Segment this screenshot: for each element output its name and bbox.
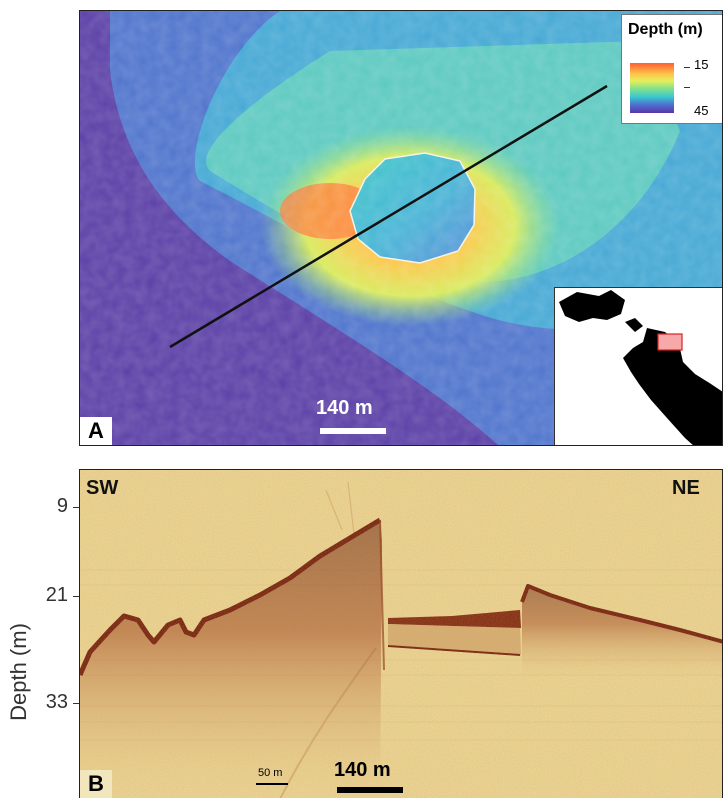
y-tick-mark <box>73 596 79 597</box>
sonar-profile <box>80 470 722 798</box>
legend-color-bar <box>630 63 674 113</box>
y-tick-mark <box>73 507 79 508</box>
study-area-marker <box>657 333 683 351</box>
profile-scale-big-bar <box>337 787 403 793</box>
depth-legend: Depth (m) 15 45 <box>621 14 722 124</box>
map-scale-label: 140 m <box>316 397 373 419</box>
panel-label-a: A <box>80 417 112 445</box>
island-silhouette <box>559 290 722 445</box>
profile-scale-big-label: 140 m <box>334 759 391 781</box>
legend-tick-mark <box>684 67 690 68</box>
depth-axis-title: Depth (m) <box>4 592 34 752</box>
sonar-profile-panel: SW NE 50 m 140 m B <box>79 469 723 798</box>
y-tick-label: 9 <box>56 495 68 517</box>
legend-max-label: 15 <box>694 57 709 72</box>
legend-title: Depth (m) <box>628 21 703 38</box>
map-scale-bar <box>320 428 386 434</box>
profile-scale-small-bar <box>256 783 288 785</box>
profile-scale-small-label: 50 m <box>258 767 283 779</box>
y-tick-label: 33 <box>45 691 68 713</box>
direction-label-ne: NE <box>672 477 700 499</box>
y-tick-mark <box>73 703 79 704</box>
legend-min-label: 45 <box>694 103 709 118</box>
legend-tick-mark <box>684 87 690 88</box>
panel-label-b: B <box>80 770 112 798</box>
location-inset-map <box>554 287 722 445</box>
profile-line <box>169 84 608 349</box>
bathymetry-map-panel: Depth (m) 15 45 140 m A <box>79 10 723 446</box>
direction-label-sw: SW <box>86 477 119 499</box>
y-tick-label: 21 <box>45 584 68 606</box>
